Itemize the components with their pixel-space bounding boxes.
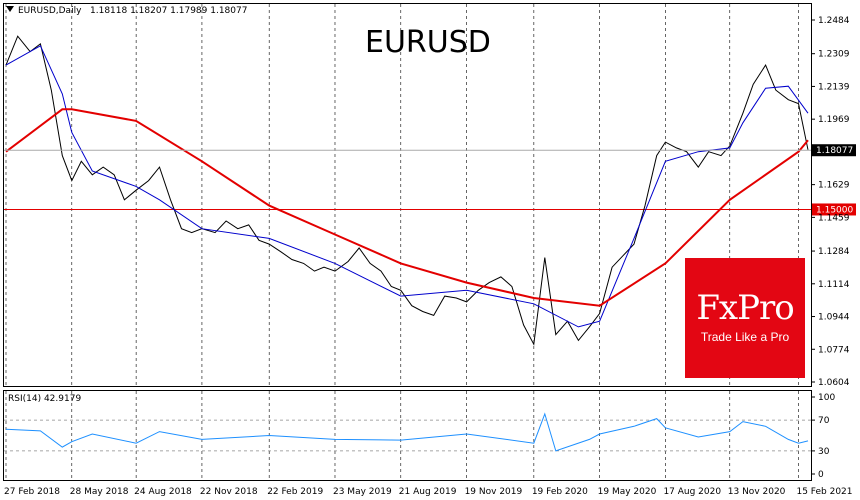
date-tick-label: 21 Aug 2019	[399, 487, 457, 497]
rsi-axis-ticks: 100 70 30 0	[811, 393, 835, 480]
ohlc-readout: 1.18118 1.18207 1.17989 1.18077	[90, 6, 247, 16]
date-tick-label: 19 Feb 2020	[532, 487, 588, 497]
rsi-tick-label: 70	[818, 416, 830, 426]
rsi-tick-label: 30	[818, 447, 830, 457]
level-label: 1.15000	[816, 205, 853, 215]
date-tick-label: 27 Feb 2018	[4, 487, 60, 497]
slow-ma-line	[5, 108, 809, 307]
price-tick-label: 1.1114	[818, 280, 850, 290]
price-tick-label: 1.2139	[818, 82, 850, 92]
price-tick-label: 1.0604	[818, 378, 850, 388]
logo-tagline: Trade Like a Pro	[700, 330, 790, 344]
price-tick-label: 1.1459	[818, 213, 850, 223]
symbol-label: EURUSD,Daily	[18, 6, 82, 16]
date-tick-label: 22 Feb 2019	[267, 487, 323, 497]
last-price-label: 1.18077	[816, 146, 853, 156]
date-tick-label: 19 May 2020	[598, 487, 657, 497]
date-tick-label: 13 Nov 2020	[728, 487, 786, 497]
price-tick-label: 1.2484	[818, 16, 850, 26]
price-tick-label: 1.1629	[818, 181, 850, 191]
chart-title: EURUSD	[365, 25, 491, 60]
rsi-tick-label: 100	[818, 393, 835, 403]
price-axis-ticks: 1.2484 1.2309 1.2139 1.1969 1.1629 1.1459 1.12…	[811, 16, 850, 388]
triangle-icon	[6, 6, 14, 12]
last-price-badge	[812, 144, 856, 157]
date-tick-label: 17 Aug 2020	[663, 487, 721, 497]
price-tick-label: 1.1284	[818, 247, 850, 257]
date-tick-label: 24 Aug 2018	[134, 487, 192, 497]
rsi-tick-label: 0	[818, 470, 824, 480]
fast-ma-line	[5, 45, 809, 328]
date-tick-label: 28 May 2018	[70, 487, 129, 497]
rsi-pane-frame	[3, 390, 812, 481]
rsi-series-line	[5, 412, 809, 452]
price-tick-label: 1.2309	[818, 50, 850, 60]
logo-name: FxPro	[696, 288, 794, 328]
date-tick-label: 22 Nov 2018	[200, 487, 258, 497]
date-tick-label: 23 May 2019	[333, 487, 392, 497]
price-tick-label: 1.0944	[818, 313, 850, 323]
grid-lines	[5, 4, 799, 480]
price-pane-frame	[3, 3, 812, 387]
price-series-line	[5, 35, 809, 346]
date-axis-ticks: 27 Feb 2018 28 May 2018 24 Aug 2018 22 Nov …	[4, 487, 853, 497]
rsi-label: RSI(14) 42.9179	[8, 394, 81, 404]
price-tick-label: 1.1969	[818, 115, 850, 125]
rsi-guides	[4, 419, 811, 452]
level-badge	[812, 203, 856, 216]
fxpro-logo: FxPro Trade Like a Pro	[685, 258, 805, 378]
date-tick-label: 19 Nov 2019	[465, 487, 523, 497]
date-tick-label: 15 Feb 2021	[796, 487, 852, 497]
price-tick-label: 1.0774	[818, 345, 850, 355]
